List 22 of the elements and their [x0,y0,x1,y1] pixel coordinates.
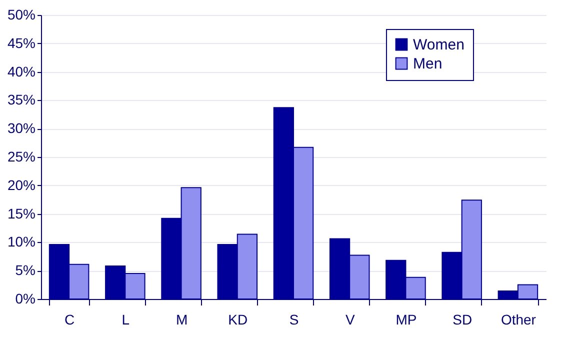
legend-label: Women [413,36,464,54]
y-tick-label: 45% [7,34,36,51]
legend-label: Men [413,56,442,72]
x-tick-label: C [64,312,75,328]
y-tick-label: 40% [7,63,36,80]
x-tick-label: Other [500,312,536,328]
y-tick-label: 5% [15,262,36,278]
x-tick-label: S [289,312,299,328]
x-tick-label: M [176,312,188,328]
x-tick-label: MP [396,312,417,328]
y-tick-label: 0% [15,290,36,306]
x-tick-label: L [122,312,130,328]
x-tick-label: KD [228,312,248,328]
y-tick-label: 20% [7,176,36,193]
y-tick-label: 35% [7,92,36,108]
y-tick-label: 30% [7,120,36,136]
y-tick-label: 15% [7,205,36,222]
y-tick-label: 50% [7,6,36,22]
y-tick-label: 10% [7,234,36,250]
x-tick-label: SD [452,312,472,328]
x-tick-label: V [345,312,356,328]
y-tick-label: 25% [7,148,36,164]
